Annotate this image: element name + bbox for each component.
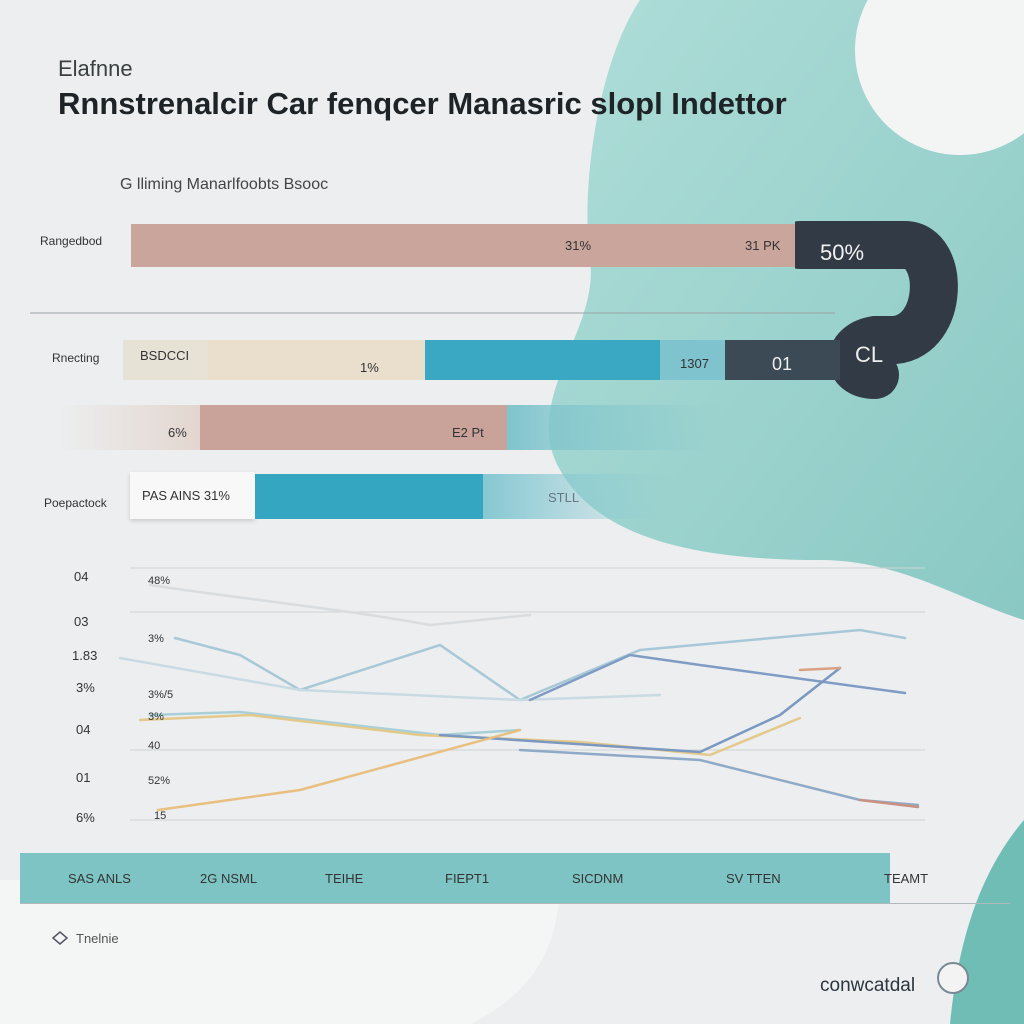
- point-label: 3%/5: [148, 689, 174, 701]
- y-label: 04: [74, 569, 89, 584]
- segment-label: PAS AINS 31%: [142, 488, 230, 503]
- bar-segment: [208, 340, 425, 380]
- bar-segment: [483, 474, 673, 519]
- bar-segment: [255, 474, 483, 519]
- x-label: FIEPT1: [445, 871, 490, 886]
- bar-segment: [123, 340, 208, 380]
- y-label: 01: [76, 770, 91, 785]
- bar-segment: [425, 340, 660, 380]
- segment-label: 1307: [680, 356, 709, 371]
- y-label: 3%: [76, 680, 95, 695]
- y-label: 6%: [76, 810, 95, 825]
- connector: [795, 221, 958, 399]
- brand: conwcatdal: [820, 975, 916, 996]
- badge: CL: [855, 342, 884, 367]
- point-label: 40: [148, 740, 161, 752]
- subtitle: G lliming Manarlfoobts Bsooc: [120, 176, 329, 193]
- legend-icon: [51, 931, 69, 945]
- line-chart: [118, 567, 925, 821]
- segment-label: 31%: [565, 238, 592, 253]
- bar-segment: [507, 405, 720, 450]
- bar-segment: [725, 340, 840, 380]
- x-axis-band: [20, 853, 890, 903]
- point-label: 3%: [148, 633, 164, 645]
- y-label: 04: [76, 722, 91, 737]
- bar-segment: [60, 405, 200, 450]
- bar-segment: [131, 224, 801, 267]
- point-label: 52%: [148, 775, 171, 787]
- bar-segment: [660, 340, 725, 380]
- point-label: 15: [154, 810, 167, 822]
- segment-label: 1%: [360, 360, 379, 375]
- segment-label: 01: [772, 354, 793, 374]
- x-label: TEIHE: [325, 871, 364, 886]
- x-label: SV TTEN: [726, 871, 781, 886]
- x-label: SICDNM: [572, 871, 624, 886]
- point-label: 48%: [148, 575, 171, 587]
- segment-label: STLL: [548, 490, 580, 505]
- brand-icon: [937, 962, 969, 994]
- bar-segment: [130, 472, 255, 519]
- row-label: Rangedbod: [40, 234, 103, 248]
- point-label: 3%: [148, 711, 164, 723]
- badge: 50%: [820, 240, 865, 265]
- x-label: 2G NSML: [200, 871, 258, 886]
- row-label: Rnecting: [52, 351, 100, 365]
- legend: Tnelnie: [76, 931, 119, 946]
- segment-label: 6%: [168, 425, 187, 440]
- segment-label: BSDCCI: [140, 348, 190, 363]
- segment-label: E2 Pt: [452, 425, 484, 440]
- bar-segment: [200, 405, 507, 450]
- segment-label: 31 PK: [745, 238, 781, 253]
- y-label: 1.83: [72, 648, 98, 663]
- x-label: TEAMT: [884, 871, 929, 886]
- row-label: Poepactock: [44, 496, 107, 510]
- x-label: SAS ANLS: [68, 871, 131, 886]
- title: Rnnstrenalcir Car fenqcer Manasric slopl…: [58, 86, 787, 121]
- x-axis-line: [20, 903, 1010, 904]
- eyebrow: Elafnne: [58, 56, 133, 81]
- y-label: 03: [74, 614, 89, 629]
